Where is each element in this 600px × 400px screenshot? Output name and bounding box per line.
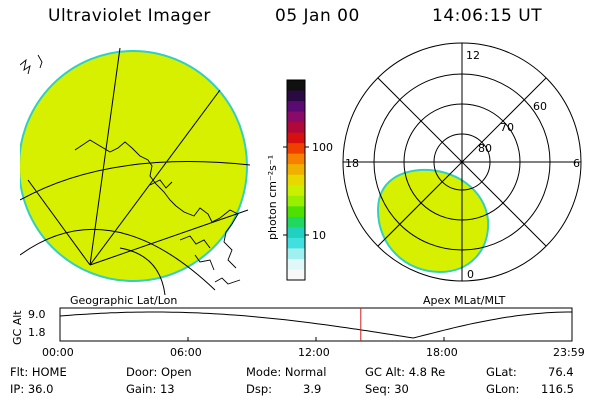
colorbar-segment (287, 269, 305, 281)
colorbar-segment (287, 258, 305, 270)
mlt-label-6: 6 (573, 157, 580, 170)
colorbar-segment (287, 132, 305, 144)
altitude-ytick-high: 9.0 (28, 308, 46, 321)
colorbar-segment (287, 216, 305, 228)
app-title: Ultraviolet Imager (48, 6, 211, 26)
flight-status: Flt: HOME (10, 365, 67, 379)
mlt-label-18: 18 (345, 157, 359, 170)
gc-altitude: GC Alt: 4.8 Re (365, 365, 446, 379)
altitude-x-ticks (59, 337, 573, 341)
intensity-colorbar (286, 79, 306, 281)
mlat-label-70: 70 (500, 121, 514, 134)
colorbar-segment (287, 195, 305, 207)
dsp-label: Dsp: (246, 382, 273, 396)
sequence-value: Seq: 30 (365, 382, 409, 396)
dsp-value: 3.9 (303, 382, 322, 396)
mlt-label-0: 0 (467, 268, 474, 281)
lat-lon-grid (20, 47, 251, 295)
glon-label: GLon: (486, 382, 520, 396)
polar-plot: 12 18 6 0 80 70 60 (342, 42, 582, 282)
colorbar-segment (287, 101, 305, 113)
aurora-image-geographic (20, 50, 248, 282)
colorbar-segment (287, 164, 305, 176)
date-label: 05 Jan 00 (275, 6, 360, 26)
altitude-xtick-1800: 18:00 (426, 346, 458, 359)
colorbar-unit-label: photon cm⁻²s⁻¹ (266, 155, 279, 240)
colorbar-segment (287, 174, 305, 186)
mlat-label-80: 80 (478, 142, 492, 155)
altitude-xtick-1200: 12:00 (298, 346, 330, 359)
altitude-plot: GC Alt 9.0 1.8 00:00 06:00 12:00 18:00 2… (11, 307, 585, 359)
colorbar-ticks (283, 146, 309, 236)
colorbar-frame (286, 79, 306, 281)
altitude-ylabel: GC Alt (11, 310, 24, 345)
geographic-map-label: Geographic Lat/Lon (70, 294, 177, 307)
polar-grid (342, 42, 582, 282)
door-status: Door: Open (126, 365, 192, 379)
mlat-label-60: 60 (533, 100, 547, 113)
ip-value: IP: 36.0 (10, 382, 54, 396)
mode-status: Mode: Normal (246, 365, 327, 379)
altitude-ytick-low: 1.8 (28, 326, 46, 339)
geographic-map (20, 47, 251, 295)
colorbar-tick-100: 100 (312, 141, 333, 154)
colorbar-tick-10: 10 (312, 229, 326, 242)
coastline (20, 54, 241, 285)
colorbar-segment (287, 90, 305, 102)
altitude-xtick-2359: 23:59 (553, 346, 585, 359)
glat-value: 76.4 (548, 365, 574, 379)
gain-value: Gain: 13 (126, 382, 175, 396)
polar-map-label: Apex MLat/MLT (423, 294, 506, 307)
colorbar-segment (287, 185, 305, 197)
glon-value: 116.5 (541, 382, 574, 396)
colorbar-segment (287, 206, 305, 218)
mlt-label-12: 12 (466, 49, 480, 62)
altitude-xtick-0000: 00:00 (42, 346, 74, 359)
colorbar-segment (287, 143, 305, 155)
colorbar-segment (287, 248, 305, 260)
time-label: 14:06:15 UT (432, 6, 543, 26)
altitude-curve (59, 311, 572, 339)
altitude-xtick-0600: 06:00 (170, 346, 202, 359)
colorbar-segment (287, 227, 305, 239)
glat-label: GLat: (486, 365, 517, 379)
colorbar-segment (287, 111, 305, 123)
colorbar-segment (287, 122, 305, 134)
colorbar-segment (287, 153, 305, 165)
aurora-image-polar (376, 168, 490, 274)
colorbar-segment (287, 80, 305, 92)
colorbar-segment (287, 237, 305, 249)
